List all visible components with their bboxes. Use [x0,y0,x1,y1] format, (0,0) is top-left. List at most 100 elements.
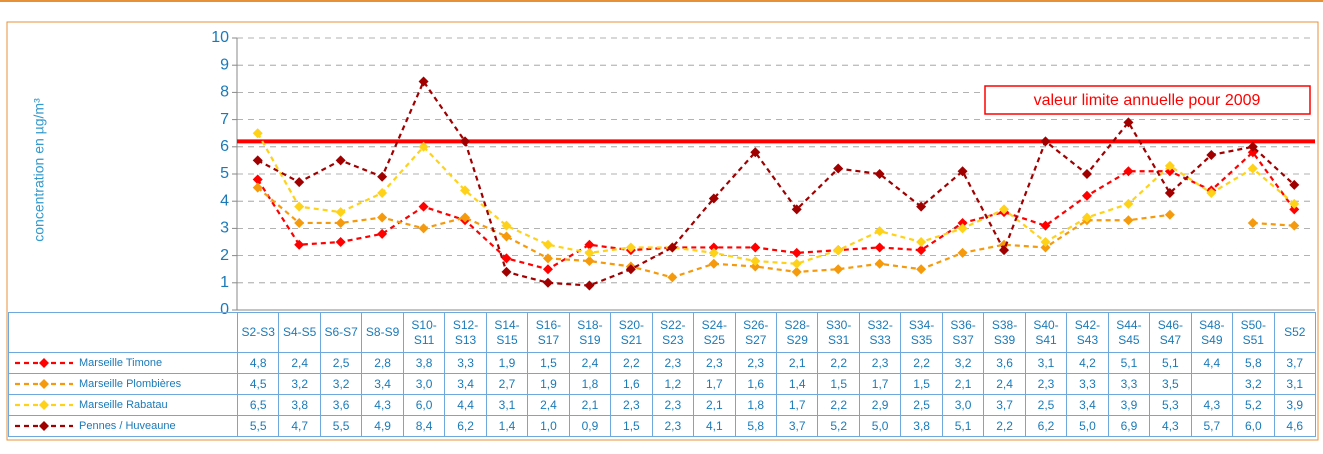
marker [1040,220,1051,231]
legend-cell: Marseille Plombières [9,374,238,395]
marker [542,264,553,275]
marker [874,226,885,237]
marker [1123,198,1134,209]
marker [791,266,802,277]
y-tick-label: 2 [220,247,229,264]
legend-marker [39,400,49,410]
marker [708,258,719,269]
data-label: 0,9 [569,416,612,437]
data-label: 3,9 [1274,395,1316,416]
y-tick-label: 4 [220,192,229,209]
marker [708,193,719,204]
data-label: 4,7 [279,416,321,437]
marker [294,201,305,212]
marker [418,201,429,212]
data-label: 2,1 [694,395,736,416]
data-label: 4,3 [1150,416,1192,437]
x-tick-label: S22-S23 [652,313,695,353]
data-label: 2,4 [569,353,612,374]
data-label: 1,0 [528,416,570,437]
data-label: 3,6 [984,353,1026,374]
data-label: 5,1 [942,416,985,437]
marker [1247,217,1258,228]
annotation: valeur limite annuelle pour 2009 [1034,92,1261,109]
y-tick-label: 9 [220,56,229,73]
data-label: 1,5 [528,353,570,374]
y-tick-label: 6 [220,138,229,155]
x-tick-label: S48-S49 [1191,313,1234,353]
data-label: 2,4 [984,374,1026,395]
marker [335,155,346,166]
data-label: 2,8 [362,353,404,374]
data-label: 2,2 [818,353,860,374]
data-label: 5,8 [1233,353,1275,374]
legend-cell: Marseille Timone [9,353,238,374]
x-tick-label: S26-S27 [735,313,777,353]
data-label: 5,8 [735,416,777,437]
legend-label: Marseille Rabatau [79,398,168,411]
data-label: 3,1 [1274,374,1316,395]
x-tick-label: S8-S9 [362,313,404,353]
marker [957,223,968,234]
marker [750,261,761,272]
data-label: 2,2 [818,395,860,416]
marker [1164,209,1175,220]
x-tick-label: S40-S41 [1025,313,1068,353]
y-tick-label: 5 [220,165,229,182]
data-label: 2,2 [984,416,1026,437]
data-label: 4,3 [362,395,404,416]
y-tick-label: 10 [211,29,229,46]
marker [584,239,595,250]
data-label: 2,4 [279,353,321,374]
marker [1206,188,1217,199]
marker [252,174,263,185]
marker [1164,160,1175,171]
marker [750,242,761,253]
data-label: 5,0 [859,416,902,437]
marker [1164,188,1175,199]
marker [999,204,1010,215]
marker [542,253,553,264]
marker [874,258,885,269]
marker [957,217,968,228]
data-label: 3,4 [445,374,487,395]
x-tick-label: S12-S13 [445,313,487,353]
marker [460,136,471,147]
legend-key [15,379,73,389]
data-label: 2,3 [694,353,736,374]
marker [667,272,678,283]
data-label: 2,9 [859,395,902,416]
y-tick-label: 7 [220,111,229,128]
data-label: 3,7 [1274,353,1316,374]
marker [252,155,263,166]
marker [957,166,968,177]
data-label: 3,4 [1067,395,1109,416]
data-label: 3,5 [1150,374,1192,395]
data-label: 1,7 [859,374,902,395]
x-tick-label: S42-S43 [1067,313,1109,353]
data-label: 3,3 [1067,374,1109,395]
marker [377,188,388,199]
marker [625,264,636,275]
series-line [256,132,1295,265]
marker [335,217,346,228]
data-label: 2,3 [652,416,695,437]
marker [791,204,802,215]
x-tick-label: S30-S31 [818,313,860,353]
data-label: 3,2 [1233,374,1275,395]
x-tick-label: S46-S47 [1150,313,1192,353]
data-label: 3,8 [901,416,943,437]
series-line [256,150,1296,271]
marker [252,182,263,193]
marker [999,245,1010,256]
legend-cell: Marseille Rabatau [9,395,238,416]
data-label: 1,7 [694,374,736,395]
data-table: S2-S3 S4-S5 S6-S7 S8-S9 S10-S11 S12-S13 S14-S1… [8,312,1316,437]
legend-key [15,400,73,410]
marker [874,242,885,253]
marker [1081,212,1092,223]
legend-cell: Pennes / Huveaune [9,416,238,437]
data-label: 2,4 [528,395,570,416]
data-label: 1,8 [569,374,612,395]
data-label: 3,2 [942,353,985,374]
